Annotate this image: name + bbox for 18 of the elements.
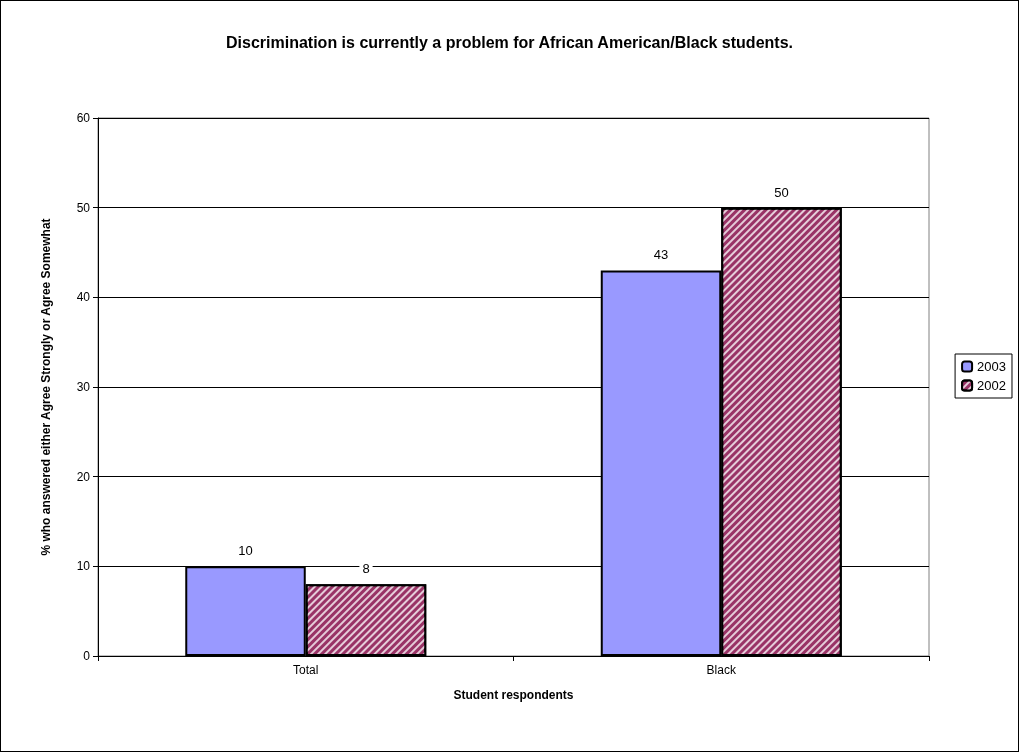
data-label: 10	[238, 543, 253, 559]
x-tick-label: Total	[293, 663, 319, 677]
data-label: 43	[653, 247, 669, 263]
y-tick-label: 0	[83, 649, 91, 663]
x-axis-title: Student respondents	[453, 688, 574, 702]
x-tick-label: Black	[706, 663, 737, 677]
y-tick-label: 20	[76, 469, 91, 484]
chart-title: Discrimination is currently a problem for African American/Black students.	[226, 33, 793, 51]
y-axis-title: % who answered either Agree Strongly or Agree Somewhat	[39, 218, 53, 556]
data-label: 8	[362, 561, 370, 577]
y-tick-label: 10	[76, 559, 91, 574]
legend-label: 2002	[977, 378, 1006, 393]
y-tick-label: 40	[76, 290, 91, 305]
y-tick-label: 60	[76, 111, 91, 125]
y-tick-label: 50	[76, 200, 91, 215]
data-label: 50	[774, 184, 789, 200]
y-tick-label: 30	[76, 380, 91, 394]
legend-label: 2003	[977, 359, 1006, 374]
